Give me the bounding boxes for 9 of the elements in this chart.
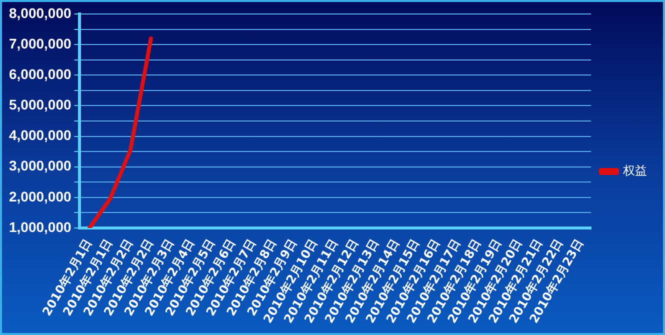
y-tick-label: 2,000,000 <box>8 188 72 204</box>
y-tick-label: 7,000,000 <box>8 35 72 52</box>
y-tick-label: 1,000,000 <box>8 218 72 235</box>
y-tick-label: 4,000,000 <box>8 127 72 144</box>
y-tick-label: 5,000,000 <box>8 96 72 113</box>
y-tick-label: 8,000,000 <box>8 4 72 21</box>
y-tick-label: 6,000,000 <box>8 66 72 82</box>
y-tick-label: 3,000,000 <box>8 158 72 174</box>
legend-label: 权益 <box>622 164 647 178</box>
